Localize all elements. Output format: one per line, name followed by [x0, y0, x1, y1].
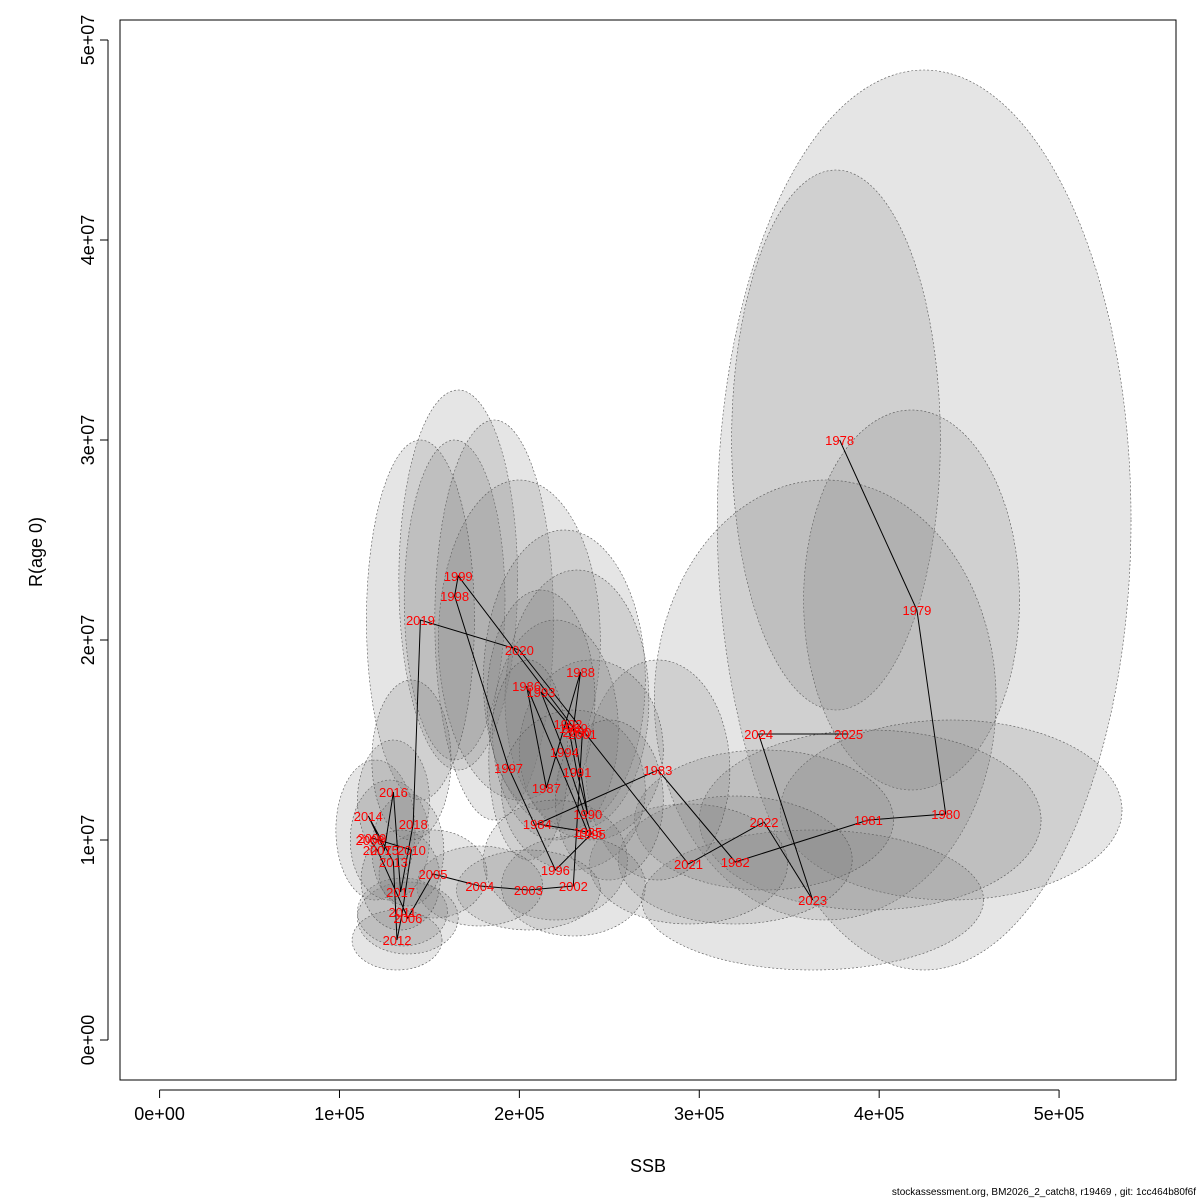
confidence-ellipse	[483, 799, 628, 921]
year-label-2015: 2015	[370, 843, 399, 858]
year-label-1984: 1984	[523, 817, 552, 832]
year-label-1993: 1993	[526, 685, 555, 700]
year-label-1998: 1998	[440, 589, 469, 604]
year-label-2007: 2007	[363, 843, 392, 858]
year-label-1989: 1989	[559, 721, 588, 736]
year-label-2001: 2001	[568, 727, 597, 742]
year-label-2008: 2008	[356, 833, 385, 848]
y-axis: 0e+00 1e+07 2e+07 3e+07 4e+07 5e+07	[78, 15, 109, 1066]
year-label-1980: 1980	[931, 807, 960, 822]
footer-credit: stockassessment.org, BM2026_2_catch8, r1…	[891, 1187, 1196, 1198]
year-label-1981: 1981	[854, 813, 883, 828]
year-label-2014: 2014	[354, 809, 383, 824]
year-label-2000: 2000	[562, 725, 591, 740]
year-label-1996: 1996	[541, 863, 570, 878]
year-label-1983: 1983	[643, 763, 672, 778]
year-label-1997: 1997	[494, 761, 523, 776]
year-label-1987: 1987	[532, 781, 561, 796]
year-label-1982: 1982	[721, 855, 750, 870]
year-label-1986: 1986	[512, 679, 541, 694]
x-tick-label: 1e+05	[314, 1104, 365, 1124]
year-label-2019: 2019	[406, 613, 435, 628]
year-labels: 1978 1979 1980 1981 1982 1983 1984 1985 1986 1987…	[354, 433, 960, 948]
year-label-2006: 2006	[393, 911, 422, 926]
time-series-path	[367, 439, 947, 941]
year-label-1985: 1985	[573, 825, 602, 840]
x-tick-label: 5e+05	[1034, 1104, 1085, 1124]
year-label-2009: 2009	[357, 831, 386, 846]
time-series-line	[367, 439, 947, 941]
year-label-2020: 2020	[505, 643, 534, 658]
year-label-2013: 2013	[379, 855, 408, 870]
y-tick-label: 1e+07	[78, 815, 98, 866]
x-axis: 0e+00 1e+05 2e+05 3e+05 4e+05 5e+05	[134, 1089, 1085, 1124]
year-label-2012: 2012	[383, 933, 412, 948]
confidence-ellipse	[731, 169, 941, 711]
x-tick-label: 0e+00	[134, 1104, 185, 1124]
year-label-2010: 2010	[397, 843, 426, 858]
year-label-1990: 1990	[573, 807, 602, 822]
y-tick-label: 5e+07	[78, 15, 98, 66]
confidence-ellipse	[653, 479, 997, 921]
y-axis-title: R(age 0)	[26, 517, 46, 587]
plot-frame	[119, 19, 1177, 1081]
confidence-ellipse	[483, 529, 646, 831]
x-tick-label: 4e+05	[854, 1104, 905, 1124]
confidence-ellipse	[618, 795, 853, 925]
confidence-ellipse	[779, 719, 1123, 901]
y-tick-label: 2e+07	[78, 615, 98, 666]
year-label-2016: 2016	[379, 785, 408, 800]
year-label-2005: 2005	[419, 867, 448, 882]
confidence-ellipse	[398, 389, 518, 771]
year-label-1994: 1994	[550, 745, 579, 760]
year-label-2018: 2018	[399, 817, 428, 832]
year-label-2022: 2022	[750, 815, 779, 830]
year-label-1988: 1988	[566, 665, 595, 680]
confidence-ellipse	[371, 679, 452, 841]
year-label-2025: 2025	[834, 727, 863, 742]
year-label-2017: 2017	[386, 885, 415, 900]
year-label-2004: 2004	[465, 879, 494, 894]
confidence-ellipse	[360, 829, 441, 931]
year-label-2021: 2021	[674, 857, 703, 872]
y-tick-label: 3e+07	[78, 415, 98, 466]
year-label-1999: 1999	[444, 569, 473, 584]
x-tick-label: 3e+05	[674, 1104, 725, 1124]
confidence-ellipse	[349, 779, 430, 901]
year-label-2011: 2011	[388, 905, 416, 920]
confidence-ellipse	[803, 409, 1020, 791]
year-label-2003: 2003	[514, 883, 543, 898]
x-axis-title: SSB	[630, 1156, 666, 1176]
year-label-1995: 1995	[577, 827, 606, 842]
y-tick-label: 4e+07	[78, 215, 98, 266]
year-label-1978: 1978	[825, 433, 854, 448]
year-label-1992: 1992	[553, 717, 582, 732]
year-label-2002: 2002	[559, 879, 588, 894]
year-label-1991: 1991	[562, 765, 591, 780]
y-tick-label: 0e+00	[78, 1015, 98, 1066]
x-tick-label: 2e+05	[494, 1104, 545, 1124]
confidence-ellipse	[555, 719, 664, 881]
year-label-2024: 2024	[744, 727, 773, 742]
confidence-ellipses	[335, 69, 1132, 971]
confidence-ellipse	[716, 69, 1132, 971]
confidence-ellipse	[438, 479, 601, 801]
year-label-1979: 1979	[902, 603, 931, 618]
year-label-2023: 2023	[798, 893, 827, 908]
